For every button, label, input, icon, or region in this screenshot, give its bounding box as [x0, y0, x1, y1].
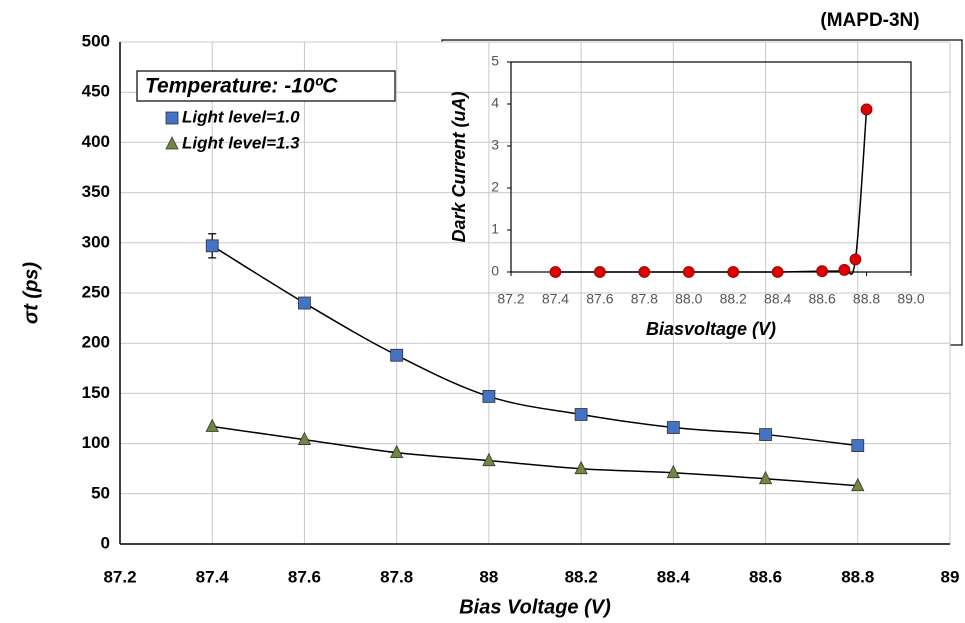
marker	[838, 263, 851, 276]
x-axis-title: Bias Voltage (V)	[459, 596, 611, 618]
x-axis-title: Biasvoltage (V)	[646, 319, 776, 339]
marker	[165, 111, 179, 125]
x-tick-label: 88.0	[675, 291, 702, 307]
marker	[771, 266, 784, 278]
y-tick-label: 0	[491, 263, 499, 279]
x-tick-label: 88.6	[749, 567, 782, 586]
y-tick-label: 400	[82, 132, 110, 151]
marker	[390, 348, 404, 362]
marker	[682, 266, 695, 278]
legend-label: Light level=1.0	[182, 107, 300, 126]
y-tick-label: 200	[82, 333, 110, 352]
marker	[482, 452, 496, 467]
marker	[390, 444, 404, 459]
marker	[297, 431, 312, 445]
legend-title-box	[136, 70, 396, 102]
marker	[298, 296, 311, 310]
y-axis-title: σt (ps)	[20, 262, 42, 324]
x-tick-label: 87.6	[288, 567, 321, 586]
x-tick-label: 87.6	[586, 291, 613, 307]
y-tick-label: 4	[491, 95, 499, 111]
y-tick-label: 0	[101, 533, 110, 552]
x-tick-label: 88.8	[841, 567, 874, 586]
fit-curve	[212, 425, 858, 487]
marker	[851, 477, 865, 492]
y-tick-label: 1	[491, 221, 499, 237]
y-tick-label: 450	[82, 82, 110, 101]
legend-label: Light level=1.3	[182, 133, 300, 152]
marker	[849, 253, 862, 266]
marker	[638, 266, 651, 278]
y-tick-label: 350	[82, 182, 110, 201]
marker	[205, 239, 219, 253]
marker	[574, 460, 588, 475]
marker	[860, 103, 873, 116]
x-tick-label: 87.4	[542, 291, 569, 307]
marker	[759, 428, 772, 441]
marker	[482, 390, 496, 403]
legend-title: Temperature: -10ºC	[145, 75, 338, 98]
marker	[851, 439, 865, 453]
marker	[727, 266, 740, 278]
x-tick-label: 88.6	[808, 291, 835, 307]
x-tick-label: 88.2	[565, 567, 598, 586]
x-tick-label: 88.2	[720, 291, 747, 307]
y-tick-label: 3	[491, 137, 499, 153]
marker	[666, 421, 680, 434]
x-tick-label: 88.8	[853, 291, 880, 307]
x-tick-label: 87.8	[631, 291, 658, 307]
marker	[165, 136, 179, 150]
x-tick-label: 87.2	[497, 291, 524, 307]
y-tick-label: 500	[82, 31, 110, 50]
x-tick-label: 87.4	[196, 567, 230, 586]
y-tick-label: 250	[82, 282, 110, 301]
marker	[549, 266, 562, 278]
x-tick-label: 89	[941, 567, 960, 586]
x-tick-label: 87.8	[380, 567, 413, 586]
marker	[593, 266, 606, 278]
marker	[758, 470, 773, 485]
annotation: (MAPD-3N)	[820, 10, 919, 31]
y-tick-label: 50	[91, 483, 110, 502]
marker	[205, 418, 219, 432]
marker	[574, 408, 588, 421]
y-tick-label: 300	[82, 232, 110, 251]
x-tick-label: 89.0	[897, 291, 924, 307]
y-tick-label: 2	[491, 179, 499, 195]
x-tick-label: 88.4	[657, 567, 691, 586]
marker	[816, 265, 829, 278]
x-tick-label: 88.4	[764, 291, 791, 307]
y-tick-label: 5	[491, 53, 499, 69]
y-tick-label: 150	[82, 383, 110, 402]
x-tick-label: 87.2	[103, 567, 136, 586]
marker	[666, 464, 680, 479]
y-axis-title: Dark Current (uA)	[449, 91, 469, 242]
y-tick-label: 100	[82, 433, 110, 452]
x-tick-label: 88	[479, 567, 498, 586]
